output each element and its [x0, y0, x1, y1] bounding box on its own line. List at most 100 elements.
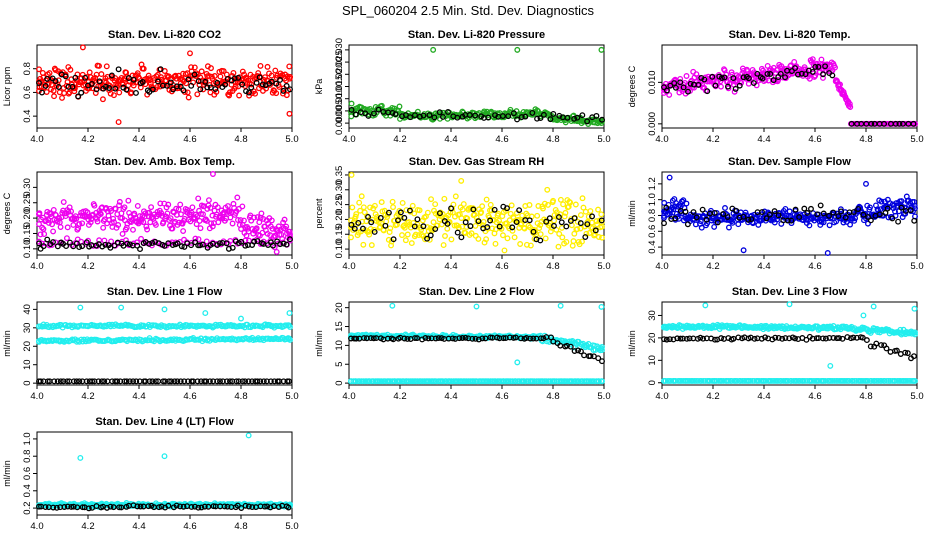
- data-point: [96, 237, 103, 244]
- data-point: [395, 217, 401, 224]
- data-point: [123, 237, 129, 244]
- data-point: [817, 202, 824, 209]
- data-point: [577, 212, 584, 219]
- outlier-point: [786, 301, 793, 308]
- outlier-point: [238, 315, 244, 322]
- data-point: [454, 229, 461, 236]
- data-point: [280, 87, 287, 94]
- outlier-point: [514, 359, 521, 366]
- data-point: [424, 209, 431, 216]
- data-point: [172, 72, 179, 79]
- data-point: [863, 337, 870, 344]
- y-axis-label: degrees C: [627, 65, 637, 107]
- data-point: [505, 113, 512, 120]
- data-point: [541, 200, 548, 207]
- data-point: [116, 198, 123, 205]
- panel-title: Stan. Dev. Line 1 Flow: [107, 286, 223, 298]
- data-point: [378, 220, 385, 227]
- x-tick-label: 5.0: [285, 261, 298, 272]
- data-point: [764, 62, 771, 69]
- data-point: [248, 84, 255, 91]
- data-point: [767, 71, 774, 77]
- data-point: [535, 108, 542, 115]
- data-point: [558, 219, 565, 226]
- data-point: [537, 237, 544, 244]
- data-point: [459, 206, 466, 213]
- y-tick-label: 30: [647, 310, 658, 321]
- data-point: [546, 215, 553, 222]
- data-point: [237, 217, 244, 224]
- data-point: [64, 224, 71, 231]
- outlier-point: [863, 180, 869, 187]
- data-point: [216, 240, 223, 247]
- data-point: [392, 111, 399, 118]
- data-point: [820, 210, 827, 217]
- data-point: [214, 79, 221, 86]
- x-tick-label: 4.2: [81, 134, 94, 145]
- data-point: [223, 240, 230, 247]
- data-point: [444, 220, 451, 227]
- data-point: [173, 83, 180, 90]
- data-point: [788, 217, 795, 224]
- data-point: [146, 209, 153, 216]
- y-tick-label: 0.10: [334, 240, 345, 258]
- outlier-point: [740, 247, 747, 254]
- data-point: [670, 206, 677, 213]
- data-point: [426, 112, 433, 119]
- y-tick-label: 0.35: [334, 166, 345, 185]
- data-point: [268, 217, 275, 224]
- data-point: [579, 238, 585, 245]
- data-point: [889, 215, 896, 222]
- data-point: [49, 77, 56, 84]
- data-point: [272, 67, 279, 74]
- data-point: [209, 223, 216, 230]
- y-tick-label: 0.6: [22, 467, 33, 480]
- data-point: [245, 89, 252, 96]
- data-point: [227, 214, 234, 221]
- outlier-point: [161, 306, 168, 313]
- data-point: [570, 238, 577, 245]
- data-point: [134, 239, 140, 246]
- data-point: [792, 65, 798, 72]
- data-point: [511, 234, 518, 241]
- data-point: [83, 239, 90, 246]
- y-tick-label: 20: [22, 341, 33, 352]
- x-tick-label: 4.6: [495, 261, 508, 272]
- data-point: [550, 197, 557, 204]
- outlier-point: [389, 302, 396, 309]
- data-point: [911, 202, 918, 209]
- data-point: [720, 211, 727, 217]
- data-point: [178, 211, 184, 218]
- data-point: [536, 225, 543, 232]
- data-point: [542, 235, 549, 242]
- data-point: [504, 205, 510, 212]
- data-point: [910, 120, 917, 127]
- data-point: [222, 81, 229, 88]
- data-point: [44, 236, 51, 243]
- data-point: [348, 221, 355, 228]
- data-point: [177, 201, 184, 208]
- data-point: [864, 220, 871, 227]
- data-point: [99, 96, 106, 103]
- data-point: [349, 204, 356, 211]
- data-point: [387, 225, 394, 232]
- data-point: [180, 228, 187, 235]
- data-point: [740, 74, 747, 81]
- x-tick-label: 4.4: [757, 391, 770, 402]
- data-point: [416, 207, 423, 214]
- data-point: [385, 209, 392, 216]
- data-point: [820, 74, 826, 81]
- data-point: [50, 228, 57, 235]
- y-tick-label: 0.010: [334, 87, 345, 111]
- x-tick-label: 4.8: [859, 134, 872, 145]
- data-point: [203, 217, 210, 224]
- data-point: [39, 224, 46, 231]
- data-point: [748, 216, 755, 223]
- data-point: [526, 217, 533, 224]
- data-point: [725, 224, 732, 231]
- data-point: [731, 88, 738, 95]
- y-tick-label: 0.8: [22, 62, 33, 75]
- data-point: [370, 110, 377, 117]
- x-tick-label: 4.8: [234, 521, 247, 532]
- data-point: [50, 206, 57, 213]
